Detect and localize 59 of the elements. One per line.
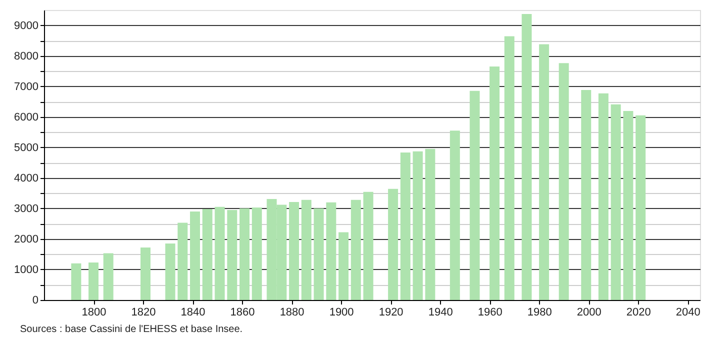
bar — [412, 151, 423, 300]
y-tick-label: 9000 — [14, 20, 38, 32]
bar — [103, 253, 114, 300]
x-tick-label: 1920 — [378, 306, 404, 318]
x-tick-label: 1940 — [428, 306, 453, 318]
bar — [450, 130, 460, 300]
x-tick-label: 1860 — [230, 306, 255, 318]
bar — [490, 66, 500, 300]
bar — [140, 247, 150, 300]
bar — [326, 202, 336, 300]
bar — [388, 188, 398, 300]
bar — [610, 104, 621, 300]
x-tick-label: 1840 — [180, 306, 206, 318]
bar — [623, 111, 634, 300]
y-tick-label: 0 — [32, 294, 38, 306]
bar — [301, 200, 312, 300]
x-tick-label: 2000 — [576, 306, 602, 318]
source-note: Sources : base Cassini de l'EHESS et base Insee. — [20, 324, 243, 335]
bar — [504, 36, 514, 300]
bar — [289, 202, 300, 300]
bar — [71, 263, 82, 300]
bar — [363, 192, 374, 300]
bar — [227, 210, 238, 300]
bar — [214, 206, 225, 300]
y-tick-label: 5000 — [14, 142, 38, 154]
bar — [539, 44, 550, 300]
x-tick-label: 2020 — [626, 306, 651, 318]
x-tick-label: 1980 — [527, 306, 552, 318]
bar — [165, 244, 176, 300]
y-tick-label: 8000 — [14, 50, 38, 62]
bar — [598, 93, 608, 300]
bar — [558, 63, 569, 300]
y-tick-label: 4000 — [14, 172, 38, 184]
bar — [252, 208, 262, 300]
y-tick-label: 1000 — [14, 264, 38, 276]
x-tick-label: 2040 — [676, 306, 700, 318]
bar — [240, 208, 250, 300]
bar — [522, 14, 532, 300]
bar — [400, 152, 410, 300]
bar — [470, 90, 480, 300]
y-tick-label: 7000 — [14, 80, 38, 93]
x-tick-label: 1880 — [280, 306, 304, 318]
bar — [636, 115, 646, 300]
bar — [350, 200, 361, 300]
bar — [314, 208, 324, 300]
bar — [202, 209, 212, 300]
bar — [581, 90, 592, 300]
x-tick-label: 1820 — [131, 306, 156, 318]
y-tick-label: 3000 — [14, 202, 38, 215]
x-tick-label: 1800 — [82, 306, 106, 318]
bar — [178, 222, 188, 300]
bar — [338, 232, 349, 300]
y-tick-label: 6000 — [14, 111, 38, 124]
bar — [88, 262, 99, 300]
bar — [425, 148, 436, 300]
x-tick-label: 1900 — [329, 306, 354, 318]
x-tick-label: 1960 — [478, 306, 502, 318]
bar — [190, 211, 200, 300]
y-tick-label: 2000 — [14, 233, 38, 246]
